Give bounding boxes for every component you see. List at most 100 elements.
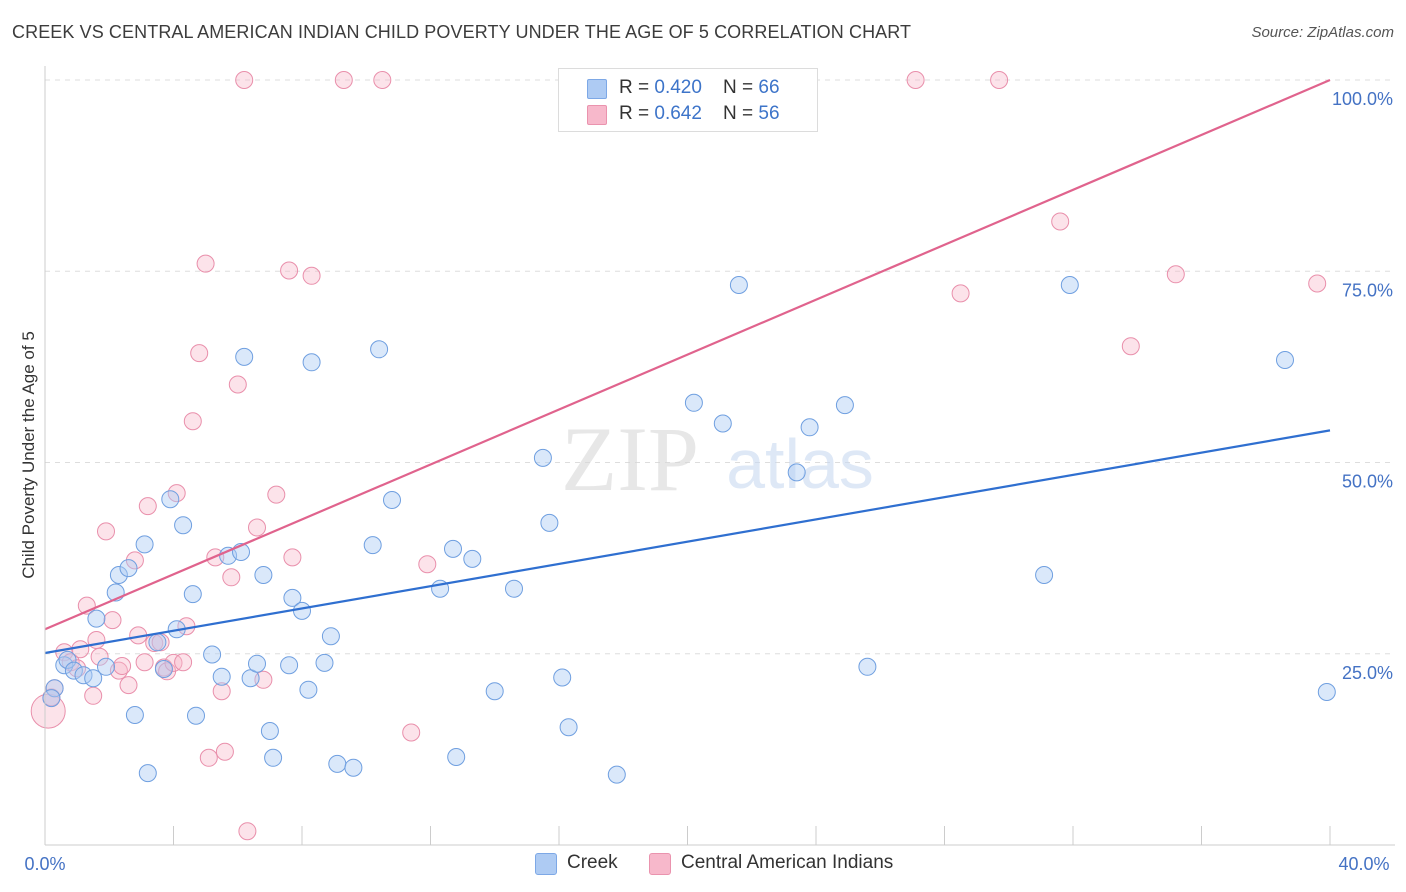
cai-trend-line (44, 78, 1331, 631)
trend-lines (44, 78, 1331, 655)
cai-point (183, 412, 202, 431)
creek-point (293, 601, 311, 620)
y-tick-label: 50.0% (1342, 472, 1393, 492)
creek-point (463, 549, 482, 568)
chart-title: CREEK VS CENTRAL AMERICAN INDIAN CHILD P… (12, 22, 912, 42)
creek-trend-line (44, 429, 1331, 655)
creek-point (74, 666, 93, 685)
bottom-legend-swatch-cai (649, 853, 671, 875)
creek-point (87, 609, 106, 628)
cai-point (951, 284, 970, 303)
cai-point (135, 653, 154, 672)
legend-text-creek: R = 0.420 N = 66 (619, 77, 780, 98)
creek-point (248, 654, 266, 673)
legend-swatch-creek (587, 79, 607, 99)
creek-point (299, 680, 318, 699)
creek-point (1317, 683, 1336, 701)
creek-point (203, 645, 222, 664)
creek-point (383, 491, 401, 509)
grid-lines (45, 79, 1395, 655)
bottom-legend-swatch-creek (535, 853, 557, 875)
x-tick-label-max: 40.0% (1338, 854, 1389, 874)
creek-point (370, 340, 389, 359)
cai-point (280, 261, 299, 280)
cai-point (113, 657, 132, 675)
stats-legend: R = 0.420 N = 66 R = 0.642 N = 56 (558, 68, 818, 132)
cai-point (138, 497, 157, 516)
creek-point (119, 559, 138, 578)
creek-point (729, 276, 748, 294)
creek-point (328, 754, 347, 773)
creek-point (254, 566, 273, 584)
cai-point (302, 266, 321, 285)
creek-point (302, 353, 321, 372)
creek-point (344, 758, 363, 777)
creek-point (260, 722, 279, 740)
cai-point (334, 71, 353, 89)
creek-point (280, 656, 299, 675)
creek-point (553, 668, 572, 687)
creek-point (684, 393, 703, 412)
bottom-legend-label-creek: Creek (567, 852, 618, 873)
creek-point (174, 516, 193, 535)
cai-point (235, 71, 254, 89)
creek-point (447, 748, 466, 766)
cai-point (1121, 337, 1140, 356)
creek-point (138, 764, 157, 783)
creek-point (148, 633, 167, 652)
creek-point (835, 396, 854, 415)
cai-point (1166, 265, 1185, 284)
creek-point (540, 513, 559, 532)
cai-point (174, 653, 193, 672)
creek-point (55, 656, 74, 675)
cai-point (222, 568, 241, 587)
cai-point (164, 653, 183, 672)
creek-point (235, 347, 254, 366)
watermark-atlas: atlas (726, 425, 874, 503)
cai-point (402, 723, 421, 742)
creek-point (283, 588, 302, 607)
axes: 25.0% 50.0% 75.0% 100.0% 0.0% 40.0% (24, 66, 1395, 874)
creek-point (212, 667, 231, 686)
cai-point (190, 344, 209, 363)
cai-point (84, 686, 103, 705)
creek-point (161, 490, 180, 509)
cai-point (215, 742, 234, 761)
creek-point (1035, 566, 1054, 584)
creek-point (154, 660, 173, 678)
creek-point (1060, 276, 1079, 294)
legend-text-cai: R = 0.642 N = 56 (619, 103, 780, 124)
creek-point (321, 627, 340, 646)
creek-point (485, 682, 504, 701)
cai-point (283, 548, 302, 567)
creek-point (42, 689, 61, 708)
creek-point (533, 448, 552, 467)
cai-point (1308, 274, 1327, 293)
creek-point (183, 585, 202, 604)
cai-point (228, 375, 247, 394)
x-tick-label-min: 0.0% (24, 854, 65, 874)
creek-point (264, 748, 283, 767)
creek-point (800, 418, 819, 437)
creek-point (713, 414, 732, 433)
y-tick-label: 25.0% (1342, 663, 1393, 683)
creek-point (315, 653, 334, 672)
creek-point (45, 679, 64, 698)
creek-point (187, 706, 205, 725)
cai-point (97, 522, 115, 541)
chart-source: Source: ZipAtlas.com (1251, 24, 1394, 41)
creek-point (505, 579, 523, 598)
cai-point (267, 485, 286, 504)
creek-point (858, 657, 877, 676)
cai-point (1051, 212, 1070, 231)
creek-point (787, 463, 806, 482)
y-tick-label: 100.0% (1332, 89, 1393, 109)
cai-point (418, 555, 437, 574)
creek-point (559, 718, 578, 737)
creek-point (363, 536, 382, 555)
cai-point (373, 71, 392, 89)
cai-point (119, 676, 138, 695)
cai-point (103, 611, 122, 630)
bottom-legend-label-cai: Central American Indians (681, 852, 894, 873)
